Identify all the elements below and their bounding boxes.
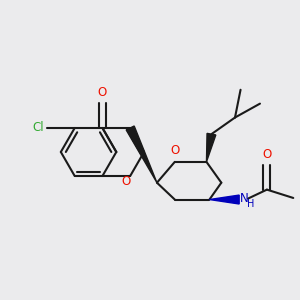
Text: O: O xyxy=(170,144,179,157)
Text: H: H xyxy=(247,200,254,209)
Polygon shape xyxy=(209,195,239,204)
Text: O: O xyxy=(98,86,107,99)
Text: Cl: Cl xyxy=(32,122,44,134)
Polygon shape xyxy=(206,134,216,162)
Text: O: O xyxy=(262,148,272,161)
Polygon shape xyxy=(126,126,157,183)
Text: O: O xyxy=(122,176,131,188)
Text: N: N xyxy=(240,192,249,205)
